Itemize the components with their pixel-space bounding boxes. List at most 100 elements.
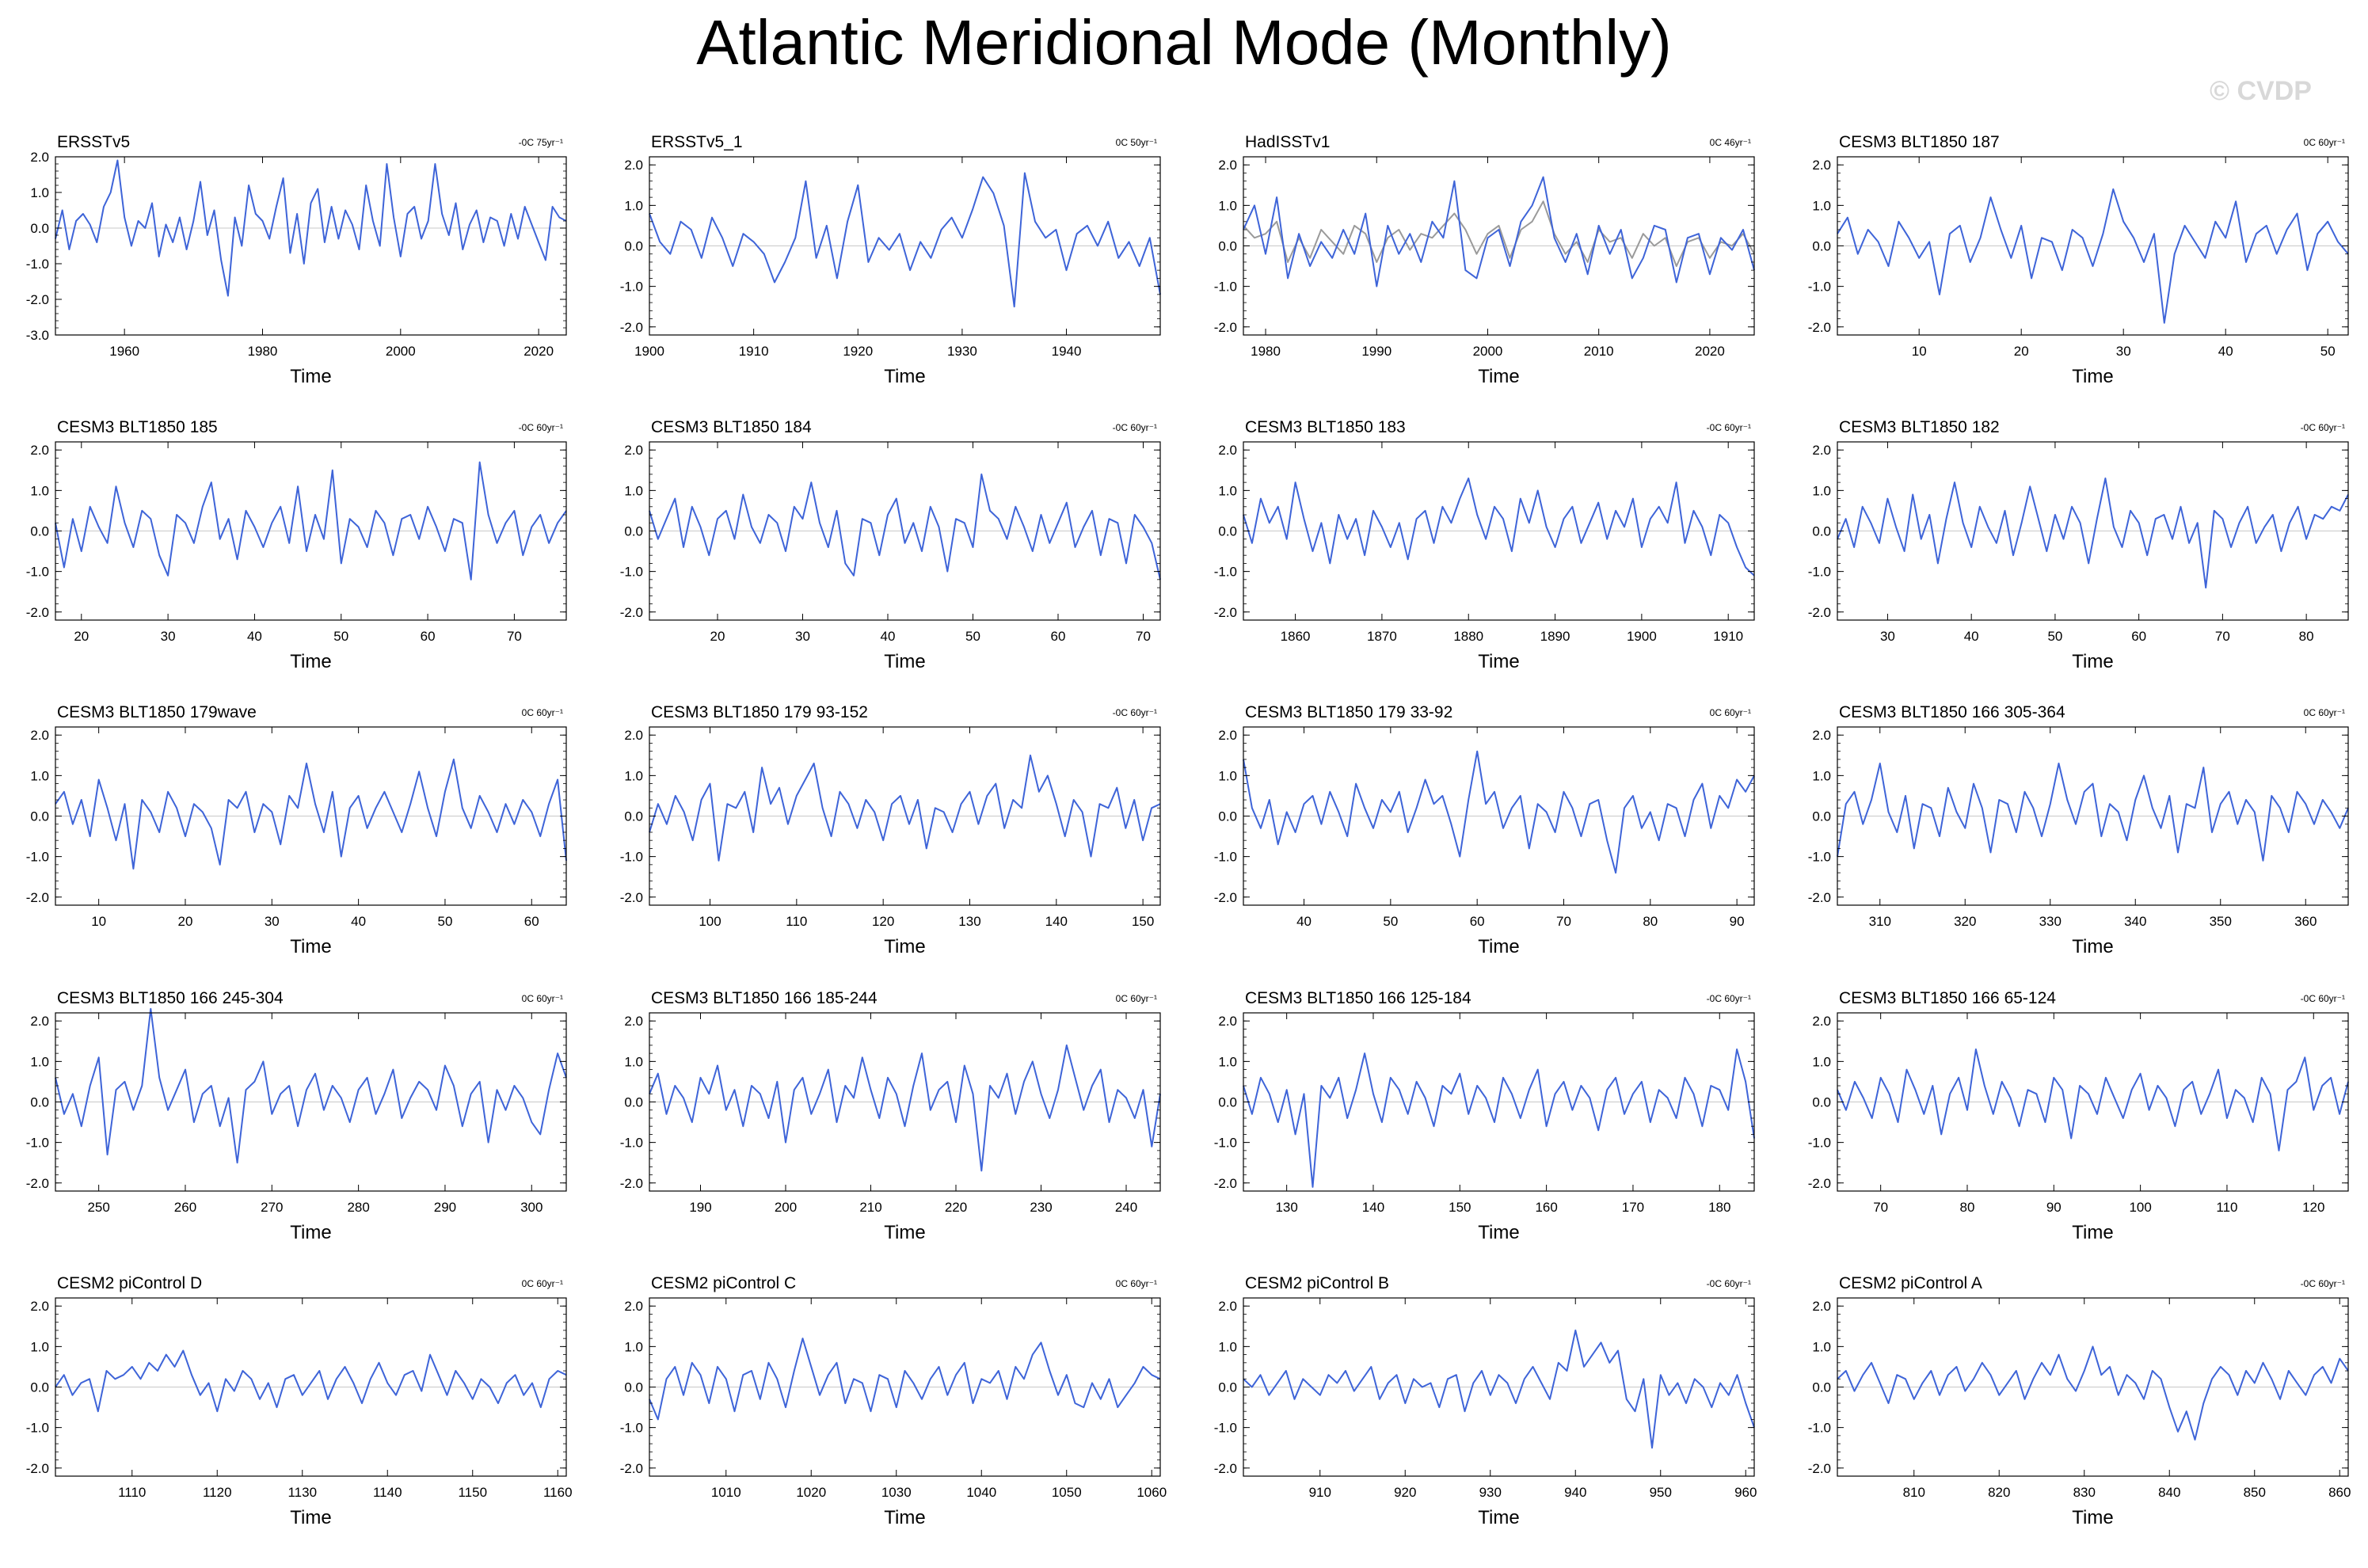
x-tick-label: 940 <box>1564 1485 1586 1500</box>
y-tick-label: -1.0 <box>620 565 643 580</box>
panel: CESM3 BLT1850 183 -0C 60yr⁻¹ -2.0 -1.0 0.0 1.… <box>1214 418 1755 672</box>
x-tick-label: 110 <box>786 914 807 929</box>
y-tick-label: 2.0 <box>624 1299 643 1314</box>
panel-title: HadISSTv1 <box>1245 133 1330 151</box>
x-tick-label: 50 <box>1383 914 1398 929</box>
x-tick-label: 2000 <box>386 344 416 359</box>
x-tick-label: 150 <box>1132 914 1154 929</box>
y-tick-label: -2.0 <box>620 1461 643 1476</box>
x-tick-label: 1980 <box>1251 344 1281 359</box>
y-tick-label: -1.0 <box>26 850 49 865</box>
x-axis-label: Time <box>290 366 331 387</box>
y-tick-label: 1.0 <box>30 483 49 498</box>
y-tick-label: -1.0 <box>1214 565 1237 580</box>
series-line <box>1243 478 1755 577</box>
panel-title: CESM2 piControl A <box>1839 1274 1982 1292</box>
y-tick-label: 2.0 <box>30 1299 49 1314</box>
panel: CESM3 BLT1850 179 93-152 -0C 60yr⁻¹ -2.0 -1… <box>620 703 1161 957</box>
x-tick-label: 70 <box>1556 914 1571 929</box>
panel: CESM3 BLT1850 166 305-364 0C 60yr⁻¹ -2.0 -1… <box>1808 703 2349 957</box>
panel-trend-label: -0C 60yr⁻¹ <box>1707 422 1751 433</box>
y-tick-label: -2.0 <box>26 1176 49 1191</box>
y-tick-label: 0.0 <box>1812 1095 1831 1110</box>
panel-title: CESM3 BLT1850 184 <box>651 418 812 436</box>
x-tick-label: 960 <box>1734 1485 1757 1500</box>
x-axis-label: Time <box>2072 1222 2113 1243</box>
y-tick-label: 1.0 <box>624 1054 643 1069</box>
x-tick-label: 220 <box>945 1200 967 1215</box>
x-tick-label: 230 <box>1030 1200 1052 1215</box>
series-line <box>1837 188 2349 324</box>
y-tick-label: 0.0 <box>624 1095 643 1110</box>
x-tick-label: 1010 <box>711 1485 741 1500</box>
y-tick-label: -1.0 <box>1214 1136 1237 1151</box>
x-tick-label: 40 <box>2218 344 2233 359</box>
y-tick-label: 2.0 <box>624 443 643 458</box>
panel: CESM2 piControl C 0C 60yr⁻¹ -2.0 -1.0 0.0 1.0… <box>620 1274 1167 1528</box>
panel-trend-label: 0C 60yr⁻¹ <box>522 993 563 1004</box>
y-tick-label: 2.0 <box>30 443 49 458</box>
x-tick-label: 50 <box>2047 629 2062 644</box>
y-tick-label: 2.0 <box>624 728 643 743</box>
x-tick-label: 240 <box>1115 1200 1137 1215</box>
panel: CESM3 BLT1850 184 -0C 60yr⁻¹ -2.0 -1.0 0.0 1.… <box>620 418 1161 672</box>
panel-trend-label: 0C 60yr⁻¹ <box>1116 993 1157 1004</box>
x-tick-label: 200 <box>775 1200 797 1215</box>
watermark: © CVDP <box>2210 76 2312 106</box>
x-tick-label: 1160 <box>543 1485 573 1500</box>
x-tick-label: 320 <box>1954 914 1976 929</box>
panel-trend-label: 0C 60yr⁻¹ <box>2304 137 2345 148</box>
x-axis-label: Time <box>884 1507 925 1528</box>
y-tick-label: 0.0 <box>1812 1380 1831 1395</box>
x-tick-label: 1920 <box>843 344 873 359</box>
y-tick-label: -2.0 <box>26 1461 49 1476</box>
x-axis-label: Time <box>2072 651 2113 672</box>
y-tick-label: 1.0 <box>624 1339 643 1354</box>
x-tick-label: 20 <box>74 629 89 644</box>
y-tick-label: -2.0 <box>1808 890 1831 905</box>
y-tick-label: 0.0 <box>1812 524 1831 539</box>
y-tick-label: -1.0 <box>620 280 643 295</box>
y-tick-label: -2.0 <box>1214 890 1237 905</box>
y-tick-label: 0.0 <box>624 1380 643 1395</box>
x-tick-label: 1870 <box>1367 629 1397 644</box>
y-tick-label: 1.0 <box>1218 768 1237 783</box>
x-tick-label: 840 <box>2158 1485 2180 1500</box>
panel-title: CESM3 BLT1850 166 185-244 <box>651 989 878 1007</box>
panel: CESM3 BLT1850 179wave 0C 60yr⁻¹ -2.0 -1.0 0.… <box>26 703 567 957</box>
x-tick-label: 50 <box>333 629 348 644</box>
x-tick-label: 180 <box>1708 1200 1730 1215</box>
y-tick-label: 2.0 <box>1812 1299 1831 1314</box>
x-axis-label: Time <box>884 366 925 387</box>
x-tick-label: 80 <box>1643 914 1658 929</box>
panel-trend-label: -0C 60yr⁻¹ <box>1707 1278 1751 1289</box>
y-tick-label: -2.0 <box>1214 605 1237 620</box>
x-tick-label: 130 <box>1275 1200 1297 1215</box>
y-tick-label: 0.0 <box>624 809 643 824</box>
x-tick-label: 1990 <box>1361 344 1391 359</box>
y-tick-label: 0.0 <box>1218 809 1237 824</box>
x-tick-label: 250 <box>87 1200 109 1215</box>
x-tick-label: 2020 <box>523 344 554 359</box>
panel-trend-label: -0C 60yr⁻¹ <box>2301 422 2345 433</box>
x-tick-label: 1940 <box>1052 344 1082 359</box>
x-tick-label: 60 <box>2131 629 2146 644</box>
x-tick-label: 70 <box>1873 1200 1888 1215</box>
x-tick-label: 20 <box>178 914 193 929</box>
y-tick-label: -1.0 <box>1214 1421 1237 1436</box>
x-tick-label: 1900 <box>1627 629 1657 644</box>
series-line <box>1243 750 1755 874</box>
x-axis-label: Time <box>2072 366 2113 387</box>
x-tick-label: 70 <box>2215 629 2230 644</box>
series-line <box>649 1338 1161 1421</box>
series-line <box>1243 176 1755 287</box>
y-tick-label: -2.0 <box>1808 1176 1831 1191</box>
x-tick-label: 100 <box>2129 1200 2151 1215</box>
panel-trend-label: 0C 60yr⁻¹ <box>1116 1278 1157 1289</box>
x-tick-label: 360 <box>2294 914 2317 929</box>
y-tick-label: 0.0 <box>1218 1095 1237 1110</box>
series-line <box>1243 200 1755 268</box>
x-tick-label: 1120 <box>203 1485 232 1500</box>
x-tick-label: 30 <box>161 629 176 644</box>
